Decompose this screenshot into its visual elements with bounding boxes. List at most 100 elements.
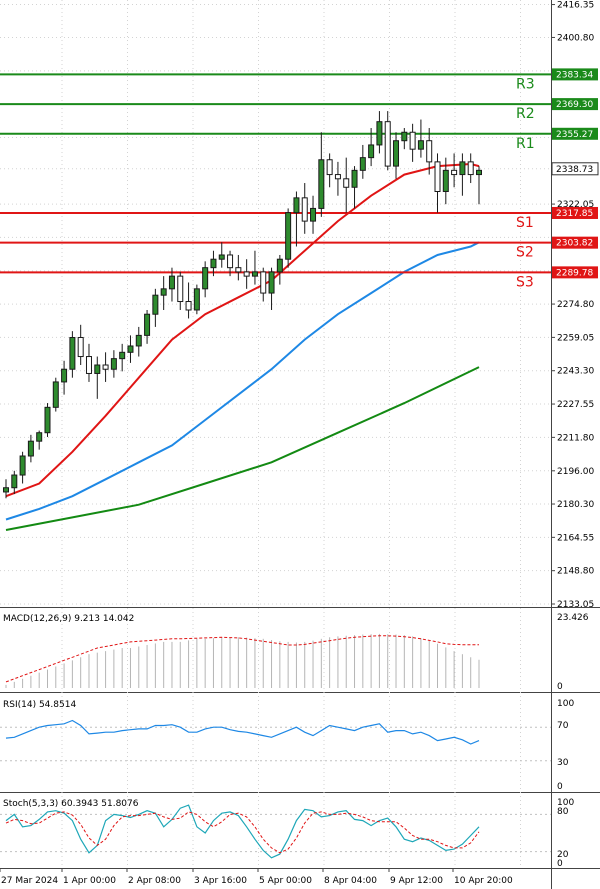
price-tick-label: 2400.80	[557, 33, 594, 43]
time-tick-label: 1 Apr 00:00	[63, 876, 116, 886]
candle-bull	[52, 381, 59, 408]
candle-bull	[393, 140, 400, 167]
candle-bear	[384, 121, 391, 167]
candle-bear	[426, 140, 433, 163]
price-tick-label: 2164.55	[557, 533, 594, 543]
time-tick-label: 2 Apr 08:00	[128, 876, 181, 886]
candle-bull	[11, 474, 18, 489]
time-tick-label: 5 Apr 00:00	[259, 876, 312, 886]
candle-bull	[210, 258, 217, 269]
candle-bull	[44, 406, 51, 434]
price-tick-label: 2322.05	[557, 200, 594, 210]
level-name-s3: S3	[516, 274, 534, 290]
candle-bull	[19, 455, 26, 476]
candle-bull	[417, 140, 424, 150]
price-tick-label: 2227.55	[557, 400, 594, 410]
candle-bear	[177, 275, 184, 303]
stoch-axis-100: 100	[557, 798, 574, 808]
stoch-k-line	[5, 804, 480, 859]
stoch-panel	[0, 804, 551, 859]
time-tick-label: 27 Mar 2024	[1, 876, 58, 886]
candle-bull	[251, 271, 258, 277]
candle-bull	[61, 368, 68, 383]
level-name-s1: S1	[516, 215, 534, 231]
time-tick-label: 3 Apr 16:00	[194, 876, 247, 886]
price-tick-label: 2416.35	[557, 1, 594, 11]
price-tick-label: 2259.05	[557, 333, 594, 343]
candle-bull	[193, 288, 200, 311]
candle-bull	[27, 440, 34, 457]
candle-bull	[127, 345, 134, 353]
level-tag-value: 2355.27	[556, 130, 593, 140]
macd-axis-max: 23.426	[557, 613, 589, 623]
rsi-panel	[0, 719, 551, 762]
level-tag-value: 2317.85	[556, 209, 593, 219]
price-tick-label: 2243.30	[557, 367, 594, 377]
rsi-label: RSI(14) 54.8514	[3, 700, 76, 710]
candle-bear	[185, 301, 192, 311]
candle-bull	[276, 258, 283, 273]
price-tick-label: 2211.80	[557, 433, 594, 443]
candle-bull	[152, 294, 159, 315]
level-tag-value: 2383.34	[556, 70, 593, 80]
candle-bear	[326, 159, 333, 176]
candles	[3, 111, 482, 499]
level-name-r1: R1	[516, 136, 535, 152]
ma-line-0	[5, 162, 480, 498]
candle-bear	[409, 131, 416, 150]
candle-bull	[376, 121, 383, 146]
candle-bear	[260, 271, 267, 294]
time-tick-label: 10 Apr 20:00	[454, 876, 513, 886]
macd-axis-zero: 0	[557, 682, 563, 692]
candle-bull	[218, 254, 225, 260]
candle-bull	[459, 161, 466, 176]
price-tick-label: 2180.30	[557, 500, 594, 510]
candle-bull	[401, 131, 408, 142]
price-tick-label: 2133.05	[557, 600, 594, 610]
current-price-label: 2338.73	[556, 165, 593, 175]
candle-bull	[168, 275, 175, 290]
macd-label: MACD(12,26,9) 9.213 14.042	[3, 614, 134, 624]
stoch-d-line	[5, 811, 480, 854]
pivot-level-tags: R3 2383.34 R2 2369.30 R1 2355.27 S1 2317.85 S2 23…	[516, 68, 598, 290]
stoch-axis-20: 20	[557, 850, 569, 860]
level-tag-bg	[552, 98, 598, 111]
candle-bull	[293, 197, 300, 214]
stoch-axis-0: 0	[557, 859, 563, 869]
level-tag-bg	[552, 206, 598, 219]
level-tag-bg	[552, 127, 598, 140]
price-tick-label: 2274.80	[557, 300, 594, 310]
candle-bull	[310, 207, 317, 222]
candle-bear	[451, 169, 458, 176]
price-tick-label: 2148.80	[557, 567, 594, 577]
candle-bull	[110, 358, 117, 370]
pivot-levels	[0, 73, 551, 274]
candle-bull	[359, 157, 366, 171]
rsi-axis-30: 30	[557, 758, 569, 768]
candle-bear	[301, 197, 308, 222]
price-axis-ticks: 2416.35 2400.80 2322.05 2274.80 2259.05 2243.…	[551, 1, 594, 610]
candle-bear	[227, 254, 234, 269]
candle-bear	[343, 178, 350, 188]
candle-bull	[368, 144, 375, 159]
candle-bull	[318, 159, 325, 209]
candle-bull	[94, 364, 101, 374]
rsi-axis-70: 70	[557, 721, 569, 731]
price-tick-label: 2196.00	[557, 467, 594, 477]
rsi-axis-0: 0	[557, 782, 563, 792]
candle-bear	[243, 271, 250, 277]
candle-bear	[467, 161, 474, 176]
ma-line-1	[5, 241, 480, 521]
candle-bull	[69, 336, 76, 370]
level-name-r3: R3	[516, 76, 535, 92]
level-name-r2: R2	[516, 106, 535, 122]
time-axis: 27 Mar 2024 1 Apr 00:00 2 Apr 08:00 3 Apr 1…	[0, 868, 513, 886]
stoch-label: Stoch(5,3,3) 60.3943 51.8076	[3, 799, 139, 809]
level-tag-bg	[552, 236, 598, 249]
level-tag-value: 2369.30	[556, 100, 593, 110]
candle-bull	[202, 267, 209, 290]
candle-bear	[334, 174, 341, 180]
candle-bull	[351, 169, 358, 188]
candle-bear	[85, 356, 92, 374]
